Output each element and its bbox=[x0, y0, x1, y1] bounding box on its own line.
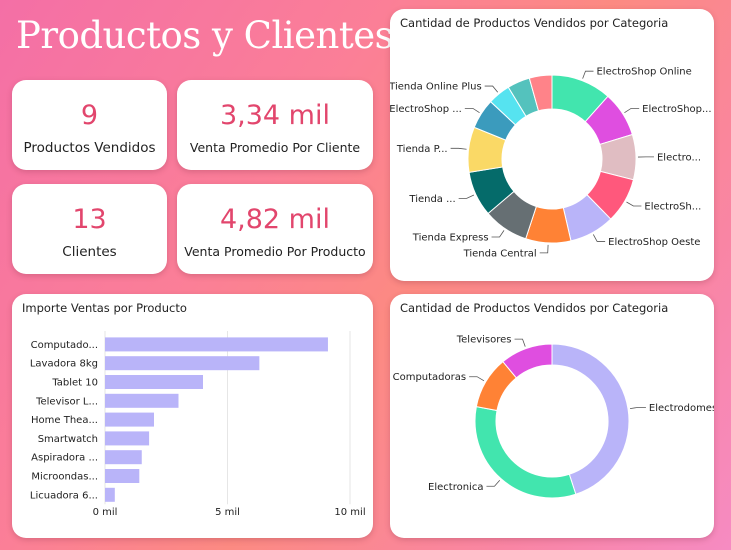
x-tick-label: 0 mil bbox=[93, 507, 118, 518]
kpi-label: Clientes bbox=[62, 244, 117, 260]
label-leader-line bbox=[491, 230, 505, 238]
donut-slice[interactable] bbox=[502, 343, 553, 379]
label-leader-line bbox=[539, 244, 549, 254]
slice-label: Electronica bbox=[428, 482, 483, 493]
label-leader-line bbox=[624, 107, 640, 113]
label-leader-line bbox=[486, 479, 501, 487]
slice-label: ElectroShop... bbox=[642, 104, 711, 115]
label-leader-line bbox=[450, 147, 467, 150]
bar[interactable] bbox=[105, 375, 203, 389]
donut-slice[interactable] bbox=[528, 74, 553, 112]
label-leader-line bbox=[592, 234, 606, 242]
kpi-label: Venta Promedio Por Cliente bbox=[189, 140, 361, 155]
label-leader-line bbox=[458, 194, 475, 199]
slice-label: Tienda Central bbox=[463, 248, 537, 259]
slice-label: ElectroShop ... bbox=[390, 104, 462, 115]
slice-label: ElectroShop Oeste bbox=[608, 237, 700, 248]
label-leader-line bbox=[582, 70, 594, 79]
kpi-label: Productos Vendidos bbox=[23, 140, 156, 156]
bar-chart-importe: 0 mil 5 mil 10 mil Computado... Lavadora 8kg… bbox=[30, 331, 366, 518]
donut-chart-tiendas: ElectroShop Online ElectroShop... Electro.… bbox=[390, 67, 712, 260]
x-tick-label: 10 mil bbox=[334, 507, 365, 518]
bar[interactable] bbox=[105, 487, 115, 502]
donut-card-tiendas: Cantidad de Productos Vendidos por Categ… bbox=[390, 9, 714, 281]
donut-slice[interactable] bbox=[474, 405, 577, 499]
bar[interactable] bbox=[105, 337, 328, 352]
bar[interactable] bbox=[105, 393, 179, 408]
y-tick-label: Licuadora 6... bbox=[30, 490, 98, 501]
label-leader-line bbox=[514, 338, 526, 347]
kpi-venta-promedio-cliente: 3,34 mil Venta Promedio Por Cliente bbox=[177, 80, 373, 170]
label-leader-line bbox=[484, 85, 499, 93]
slice-label: Electro... bbox=[657, 152, 701, 163]
slice-label: ElectroSh... bbox=[644, 202, 701, 213]
kpi-value: 4,82 mil bbox=[219, 204, 330, 235]
y-tick-label: Microondas... bbox=[31, 472, 98, 483]
y-tick-label: Aspiradora ... bbox=[31, 453, 98, 464]
y-tick-label: Tablet 10 bbox=[51, 378, 98, 389]
slice-label: Tienda Express bbox=[412, 233, 489, 244]
y-tick-label: Smartwatch bbox=[38, 434, 98, 445]
slice-label: Tienda ... bbox=[408, 194, 455, 205]
bar[interactable] bbox=[105, 356, 260, 371]
bar[interactable] bbox=[105, 431, 150, 446]
slice-label: Electrodomesti... bbox=[649, 403, 714, 414]
donut-slice[interactable] bbox=[551, 343, 630, 495]
kpi-value: 9 bbox=[80, 100, 99, 131]
slice-label: Tienda Online Plus bbox=[390, 82, 482, 93]
slice-label: Televisores bbox=[456, 335, 512, 346]
kpi-label: Venta Promedio Por Producto bbox=[184, 244, 366, 259]
y-tick-label: Computado... bbox=[31, 340, 98, 351]
y-tick-label: Home Thea... bbox=[31, 415, 98, 426]
kpi-value: 3,34 mil bbox=[219, 100, 330, 131]
label-leader-line bbox=[469, 376, 485, 382]
chart-title: Importe Ventas por Producto bbox=[22, 301, 187, 315]
kpi-productos-vendidos: 9 Productos Vendidos bbox=[12, 80, 167, 170]
slice-label: Computadoras bbox=[393, 372, 467, 383]
page-title: Productos y Clientes bbox=[16, 14, 394, 57]
kpi-clientes: 13 Clientes bbox=[12, 184, 167, 274]
y-tick-label: Televisor L... bbox=[35, 396, 98, 407]
donut-chart-categorias: Electrodomesti... Electronica Computadoras… bbox=[393, 335, 714, 499]
bar-card-importe: Importe Ventas por Producto 0 mil 5 mil 10… bbox=[12, 294, 373, 538]
kpi-value: 13 bbox=[72, 204, 107, 235]
label-leader-line bbox=[464, 107, 480, 113]
chart-title: Cantidad de Productos Vendidos por Categ… bbox=[400, 16, 669, 30]
chart-title: Cantidad de Productos Vendidos por Categ… bbox=[400, 301, 669, 315]
bar[interactable] bbox=[105, 412, 154, 427]
slice-label: Tienda P... bbox=[396, 144, 448, 155]
kpi-venta-promedio-producto: 4,82 mil Venta Promedio Por Producto bbox=[177, 184, 373, 274]
y-tick-label: Lavadora 8kg bbox=[30, 359, 98, 370]
donut-card-categorias: Cantidad de Productos Vendidos por Categ… bbox=[390, 294, 714, 538]
x-tick-label: 5 mil bbox=[215, 507, 240, 518]
label-leader-line bbox=[629, 406, 646, 410]
slice-label: ElectroShop Online bbox=[596, 67, 691, 78]
label-leader-line bbox=[626, 201, 642, 207]
bar[interactable] bbox=[105, 469, 140, 483]
bar[interactable] bbox=[105, 450, 142, 465]
